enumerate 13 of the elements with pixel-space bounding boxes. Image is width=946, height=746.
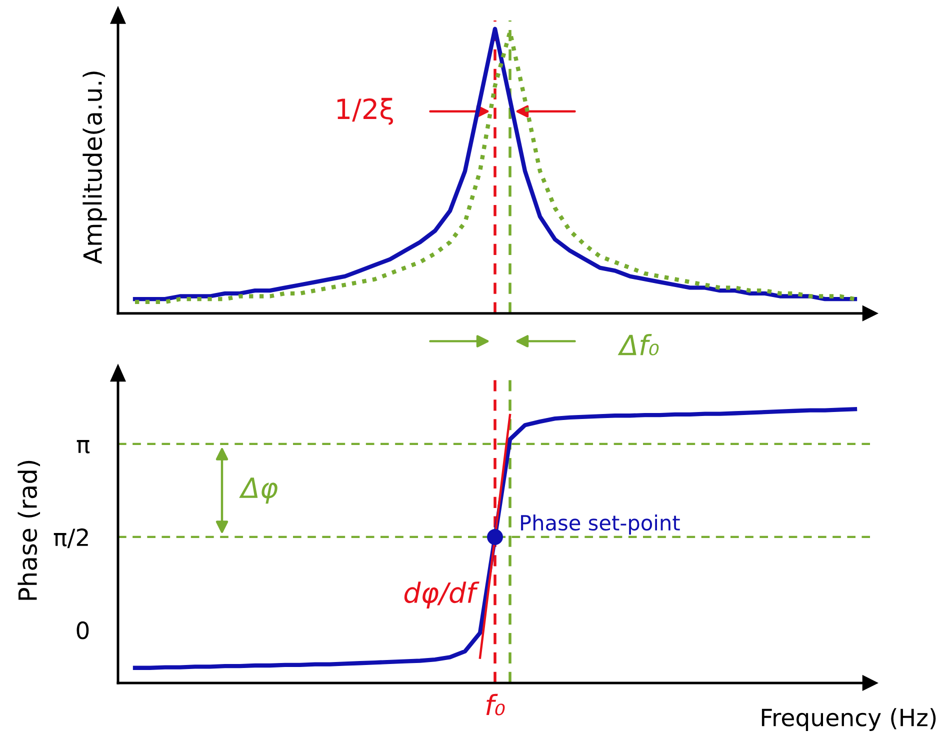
y-axis-title: Amplitude(a.u.) bbox=[82, 72, 107, 264]
text: Δf₀ bbox=[618, 334, 659, 356]
annotation: Phase set-point bbox=[521, 514, 680, 535]
annotation: dφ/df bbox=[404, 582, 480, 608]
y-tick-label: 0 bbox=[76, 621, 89, 640]
y-axis-title: Phase (rad) bbox=[18, 460, 40, 600]
x-axis-title: Frequency (Hz) bbox=[762, 708, 936, 731]
annotation: 1/2ξ bbox=[337, 98, 394, 125]
y-tick-label: π/2 bbox=[54, 528, 88, 548]
annotation: Δφ bbox=[239, 478, 278, 504]
y-tick-label: π bbox=[76, 440, 90, 454]
text: f₀ bbox=[486, 694, 505, 716]
line-series bbox=[132, 407, 858, 670]
